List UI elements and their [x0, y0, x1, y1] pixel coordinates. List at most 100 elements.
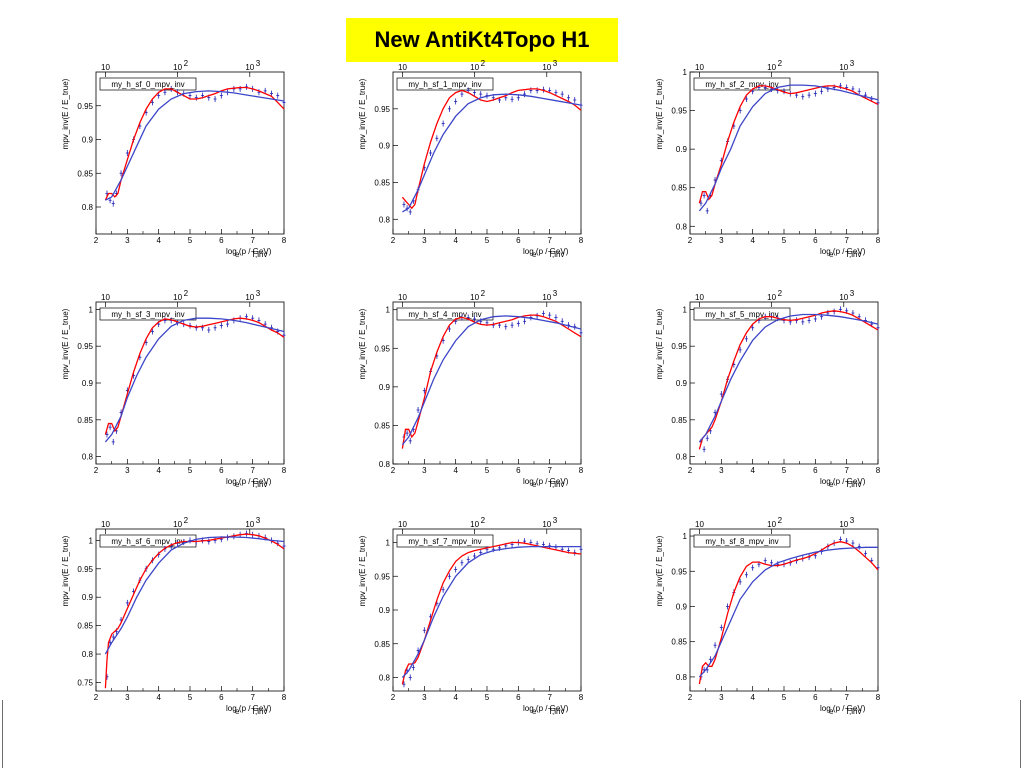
top-tick-exponent: 2: [481, 289, 486, 298]
top-tick-exponent: 3: [553, 59, 558, 68]
y-tick-label: 0.9: [379, 142, 391, 151]
x-axis-label-sub2: T,inv: [548, 480, 564, 488]
x-tick-label: 5: [782, 236, 787, 245]
x-axis-label-sub2: T,inv: [845, 707, 861, 715]
x-tick-label: 2: [94, 693, 99, 702]
fit-curve-red: [401, 541, 582, 685]
x-tick-label: 2: [94, 466, 99, 475]
x-axis-label-sub: e: [829, 250, 834, 258]
x-tick-label: 8: [579, 693, 584, 702]
top-tick-exponent: 2: [184, 59, 189, 68]
x-axis-label-sub2: T,inv: [845, 480, 861, 488]
top-tick-label: 10: [695, 293, 704, 302]
top-tick-exponent: 3: [850, 516, 855, 525]
y-tick-label: 0.95: [77, 102, 93, 111]
x-tick-label: 5: [188, 236, 193, 245]
top-tick-label: 10: [101, 520, 110, 529]
y-tick-label: 1: [386, 539, 391, 548]
x-tick-label: 4: [750, 236, 755, 245]
chart-title: my_h_sf_7_mpv_inv: [408, 537, 481, 546]
x-tick-label: 7: [250, 466, 255, 475]
top-tick-label: 10: [245, 520, 254, 529]
top-tick-label: 10: [398, 293, 407, 302]
top-tick-label: 10: [101, 63, 110, 72]
x-axis-label-sub2: T,inv: [548, 250, 564, 258]
fit-curve-blue: [104, 317, 285, 443]
fit-curve-red: [104, 533, 285, 689]
chart-panel-8: 2 3 4 5 6 7 8 0.8 0.85 0.9 0.95 1 10 10 2 10 3 my_h_sf_8_…: [652, 515, 892, 715]
y-tick-label: 0.9: [676, 379, 688, 388]
x-tick-label: 2: [688, 693, 693, 702]
y-tick-label: 0.85: [671, 184, 687, 193]
y-tick-label: 0.95: [671, 107, 687, 116]
x-tick-label: 7: [250, 236, 255, 245]
chart-title: my_h_sf_1_mpv_inv: [408, 80, 481, 89]
x-tick-label: 3: [719, 693, 724, 702]
y-tick-label: 0.9: [82, 593, 94, 602]
top-tick-label: 10: [767, 63, 776, 72]
y-tick-label: 0.9: [676, 145, 688, 154]
fit-curve-blue: [698, 313, 879, 443]
fit-curve-red: [401, 88, 582, 210]
y-tick-label: 0.75: [77, 678, 93, 687]
x-tick-label: 7: [844, 693, 849, 702]
y-tick-label: 0.95: [374, 572, 390, 581]
x-tick-label: 8: [282, 466, 287, 475]
page-title: New AntiKt4Topo H1: [374, 27, 590, 52]
top-tick-label: 10: [695, 63, 704, 72]
chart-panel-0: 2 3 4 5 6 7 8 0.8 0.85 0.9 0.95 10 10 2 10 3 my_h_sf_0_m…: [58, 58, 298, 258]
x-tick-label: 3: [719, 466, 724, 475]
page-title-banner: New AntiKt4Topo H1: [346, 18, 618, 62]
y-axis-label: mpv_inv(E / E_true): [655, 535, 664, 606]
y-tick-label: 1: [683, 532, 688, 541]
fit-curve-blue: [698, 84, 879, 212]
x-tick-label: 4: [750, 466, 755, 475]
top-tick-exponent: 2: [481, 59, 486, 68]
x-tick-label: 4: [156, 693, 161, 702]
x-axis-label: log (p / GeV): [820, 247, 866, 256]
fit-curve-red: [401, 314, 582, 449]
top-tick-label: 10: [470, 293, 479, 302]
y-tick-label: 0.95: [77, 565, 93, 574]
x-axis-label: log (p / GeV): [226, 477, 272, 486]
chart-panel-5: 2 3 4 5 6 7 8 0.8 0.85 0.9 0.95 1 10 10 2 10 3 my_h_sf_5_…: [652, 288, 892, 488]
y-tick-label: 0.8: [379, 674, 391, 683]
top-tick-label: 10: [542, 520, 551, 529]
top-tick-exponent: 3: [850, 289, 855, 298]
x-tick-label: 6: [813, 466, 818, 475]
y-tick-label: 0.95: [671, 567, 687, 576]
x-tick-label: 2: [391, 236, 396, 245]
y-tick-label: 0.95: [374, 105, 390, 114]
x-tick-label: 5: [485, 693, 490, 702]
y-tick-label: 1: [386, 306, 391, 315]
y-axis-label: mpv_inv(E / E_true): [655, 308, 664, 379]
x-axis-label: log (p / GeV): [523, 477, 569, 486]
plot-frame: [689, 71, 879, 235]
chart-title-box: [396, 307, 494, 321]
plot-frame: [95, 301, 285, 465]
x-tick-label: 7: [844, 466, 849, 475]
top-tick-exponent: 3: [256, 516, 261, 525]
y-tick-label: 0.85: [77, 169, 93, 178]
x-tick-label: 4: [156, 466, 161, 475]
chart-panel-1: 2 3 4 5 6 7 8 0.8 0.85 0.9 0.95 10 10 2 10 3 my_h_sf_1_m…: [355, 58, 595, 258]
top-tick-exponent: 3: [256, 59, 261, 68]
x-axis-label-sub: e: [532, 480, 537, 488]
x-tick-label: 8: [282, 236, 287, 245]
chart-panel-6: 2 3 4 5 6 7 8 0.75 0.8 0.85 0.9 0.95 1 10 10 2 10 3 my_h_s…: [58, 515, 298, 715]
chart-panel-2: 2 3 4 5 6 7 8 0.8 0.85 0.9 0.95 1 10 10 2 10 3 my_h_sf_2_…: [652, 58, 892, 258]
x-tick-label: 3: [125, 466, 130, 475]
top-tick-label: 10: [470, 520, 479, 529]
x-tick-label: 6: [516, 466, 521, 475]
top-tick-label: 10: [542, 293, 551, 302]
x-tick-label: 8: [579, 466, 584, 475]
top-tick-exponent: 2: [778, 289, 783, 298]
x-tick-label: 7: [547, 236, 552, 245]
x-axis-label-sub2: T,inv: [845, 250, 861, 258]
x-tick-label: 3: [719, 236, 724, 245]
y-tick-label: 1: [89, 305, 94, 314]
y-tick-label: 1: [683, 68, 688, 77]
